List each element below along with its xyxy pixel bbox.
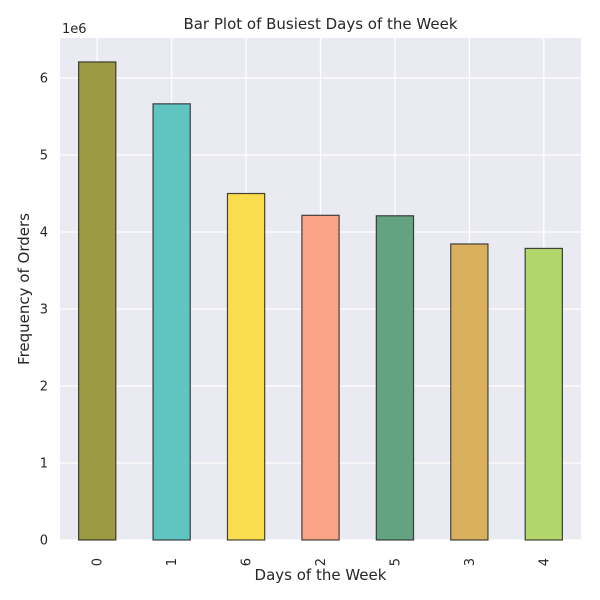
x-tick-label: 3 bbox=[463, 558, 478, 566]
x-tick-label: 0 bbox=[91, 558, 106, 566]
bar-day-3 bbox=[450, 243, 489, 541]
y-tick-label: 1 bbox=[40, 457, 48, 472]
bar-day-5 bbox=[375, 215, 415, 541]
y-tick-label: 3 bbox=[40, 303, 48, 318]
y-axis-label: Frequency of Orders bbox=[15, 213, 33, 365]
bar-day-6 bbox=[226, 192, 266, 541]
y-tick-label: 4 bbox=[40, 226, 48, 241]
x-tick-label: 1 bbox=[165, 558, 180, 566]
bar-day-1 bbox=[152, 103, 191, 541]
y-axis-ticks: 0 1 2 3 4 5 6 bbox=[40, 72, 48, 549]
bar-day-2 bbox=[301, 214, 340, 541]
y-tick-label: 6 bbox=[40, 72, 48, 87]
x-tick-label: 5 bbox=[388, 558, 403, 566]
bars bbox=[78, 61, 563, 541]
chart-title: Bar Plot of Busiest Days of the Week bbox=[183, 15, 457, 33]
bar-day-0 bbox=[78, 61, 117, 541]
y-axis-offset-label: 1e6 bbox=[62, 22, 87, 37]
x-tick-label: 4 bbox=[537, 558, 552, 566]
y-tick-label: 5 bbox=[40, 149, 48, 164]
x-tick-label: 6 bbox=[240, 558, 255, 566]
x-axis-label: Days of the Week bbox=[255, 566, 387, 584]
x-tick-label: 2 bbox=[314, 558, 329, 566]
x-axis-ticks: 0 1 6 2 5 3 4 bbox=[91, 558, 553, 566]
y-tick-label: 0 bbox=[40, 534, 48, 549]
y-tick-label: 2 bbox=[40, 380, 48, 395]
bar-day-4 bbox=[524, 247, 563, 541]
